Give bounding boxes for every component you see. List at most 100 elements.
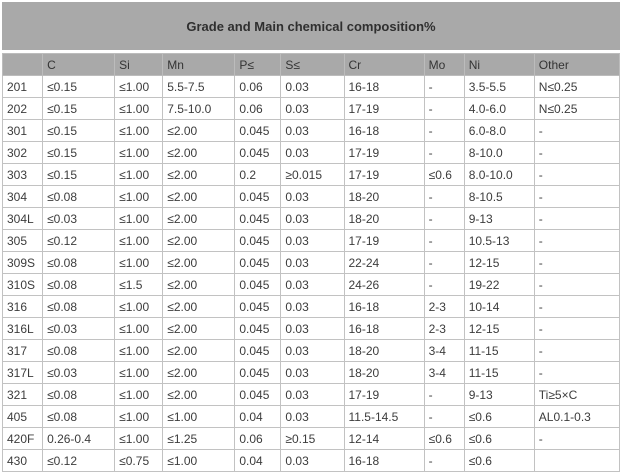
value-cell: 0.03 (280, 75, 345, 98)
table-row: 304L ≤0.03 ≤1.00 ≤2.00 0.045 0.03 18-20-9-13- (1, 207, 621, 230)
value-cell: ≥0.15 (280, 427, 345, 450)
value-cell: ≤0.15 (42, 119, 116, 142)
value-cell: ≤1.00 (114, 383, 164, 406)
table-row: 303 ≤0.15 ≤1.00 ≤2.00 0.2 ≥0.015 17-19 ≤0.6 8.0-… (1, 163, 621, 186)
value-cell: 19-22 (463, 273, 535, 296)
value-cell: ≤2.00 (162, 185, 236, 208)
value-cell: ≤0.08 (42, 273, 116, 296)
value-cell: ≤1.00 (114, 361, 164, 384)
value-cell: - (423, 207, 465, 230)
value-cell: 0.06 (234, 97, 282, 120)
value-cell: 10-14 (463, 295, 535, 318)
value-cell: 18-20 (343, 361, 425, 384)
grade-cell: 301 (1, 119, 44, 142)
value-cell: 3-4 (423, 339, 465, 362)
value-cell: ≤1.00 (162, 449, 236, 472)
value-cell: 18-20 (343, 207, 425, 230)
value-cell: 0.03 (280, 185, 345, 208)
grade-cell: 302 (1, 141, 44, 164)
value-cell: 0.03 (280, 339, 345, 362)
grade-cell: 201 (1, 75, 44, 98)
table-row: 201 ≤0.15 ≤1.00 5.5-7.5 0.06 0.03 16-18-3.5-5.… (1, 75, 621, 98)
value-cell: 17-19 (343, 383, 425, 406)
value-cell: ≤0.6 (463, 427, 535, 450)
value-cell: 11-15 (463, 361, 535, 384)
value-cell: - (533, 339, 621, 362)
value-cell: N≤0.25 (533, 75, 621, 98)
value-cell: ≤0.15 (42, 75, 116, 98)
value-cell: 16-18 (343, 317, 425, 340)
value-cell: 9-13 (463, 207, 535, 230)
value-cell: ≤0.6 (423, 163, 465, 186)
value-cell: ≤2.00 (162, 339, 236, 362)
value-cell: ≤0.6 (423, 427, 465, 450)
value-cell: ≤1.25 (162, 427, 236, 450)
value-cell: ≤0.6 (463, 449, 535, 472)
value-cell: 5.5-7.5 (162, 75, 236, 98)
value-cell: ≤2.00 (162, 273, 236, 296)
value-cell: 0.045 (234, 119, 282, 142)
value-cell: 18-20 (343, 339, 425, 362)
value-cell: - (423, 251, 465, 274)
value-cell: ≤1.00 (114, 185, 164, 208)
table-row: 420F 0.26-0.4 ≤1.00 ≤1.25 0.06 ≥0.15 12-14 ≤0.6… (1, 427, 621, 450)
value-cell: 0.06 (234, 75, 282, 98)
value-cell: ≤2.00 (162, 207, 236, 230)
grade-cell: 316L (1, 317, 44, 340)
grade-cell: 430 (1, 449, 44, 472)
value-cell: ≤2.00 (162, 317, 236, 340)
grade-cell: 310S (1, 273, 44, 296)
value-cell: 17-19 (343, 229, 425, 252)
value-cell: 0.03 (280, 207, 345, 230)
value-cell: ≤1.00 (114, 141, 164, 164)
value-cell: ≤0.15 (42, 97, 116, 120)
value-cell: ≤0.03 (42, 317, 116, 340)
table-row: 430 ≤0.12 ≤0.75 ≤1.00 0.04 0.03 16-18- ≤0.6 (1, 449, 621, 472)
value-cell: 0.06 (234, 427, 282, 450)
value-cell: 16-18 (343, 449, 425, 472)
value-cell: 3-4 (423, 361, 465, 384)
value-cell: - (533, 295, 621, 318)
table-title: Grade and Main chemical composition% (2, 2, 620, 50)
value-cell: ≤0.12 (42, 229, 116, 252)
value-cell: 10.5-13 (463, 229, 535, 252)
table-row: 317L ≤0.03 ≤1.00 ≤2.00 0.045 0.03 18-20 3-4 11-1… (1, 361, 621, 384)
value-cell: 0.04 (234, 405, 282, 428)
value-cell: - (423, 449, 465, 472)
value-cell: 8-10.5 (463, 185, 535, 208)
value-cell: 18-20 (343, 185, 425, 208)
value-cell: 0.045 (234, 273, 282, 296)
value-cell: 0.03 (280, 361, 345, 384)
value-cell: 9-13 (463, 383, 535, 406)
value-cell: 8-10.0 (463, 141, 535, 164)
value-cell: 0.045 (234, 141, 282, 164)
value-cell: ≤1.00 (114, 75, 164, 98)
value-cell: - (423, 383, 465, 406)
value-cell: ≤2.00 (162, 163, 236, 186)
value-cell: ≤0.03 (42, 361, 116, 384)
value-cell: ≤1.00 (114, 97, 164, 120)
table-row: 316 ≤0.08 ≤1.00 ≤2.00 0.045 0.03 16-18 2-3 10-14… (1, 295, 621, 318)
grade-cell: 317 (1, 339, 44, 362)
value-cell: N≤0.25 (533, 97, 621, 120)
value-cell: ≤0.12 (42, 449, 116, 472)
value-cell: - (533, 251, 621, 274)
column-header-p: P≤ (234, 53, 282, 76)
table-row: 302 ≤0.15 ≤1.00 ≤2.00 0.045 0.03 17-19-8-10.0- (1, 141, 621, 164)
table-row: 309S ≤0.08 ≤1.00 ≤2.00 0.045 0.03 22-24-12-15- (1, 251, 621, 274)
value-cell: 17-19 (343, 97, 425, 120)
grade-column-header (1, 53, 44, 76)
value-cell: ≤1.00 (114, 119, 164, 142)
value-cell: ≤0.75 (114, 449, 164, 472)
grade-cell: 316 (1, 295, 44, 318)
value-cell: 0.045 (234, 383, 282, 406)
column-header-other: Other (533, 53, 621, 76)
value-cell: 22-24 (343, 251, 425, 274)
column-header-si: Si (114, 53, 164, 76)
value-cell: 0.03 (280, 141, 345, 164)
value-cell: 0.03 (280, 119, 345, 142)
value-cell: 4.0-6.0 (463, 97, 535, 120)
value-cell: - (423, 119, 465, 142)
table-body: 201 ≤0.15 ≤1.00 5.5-7.5 0.06 0.03 16-18-3.5-5.… (1, 75, 621, 472)
